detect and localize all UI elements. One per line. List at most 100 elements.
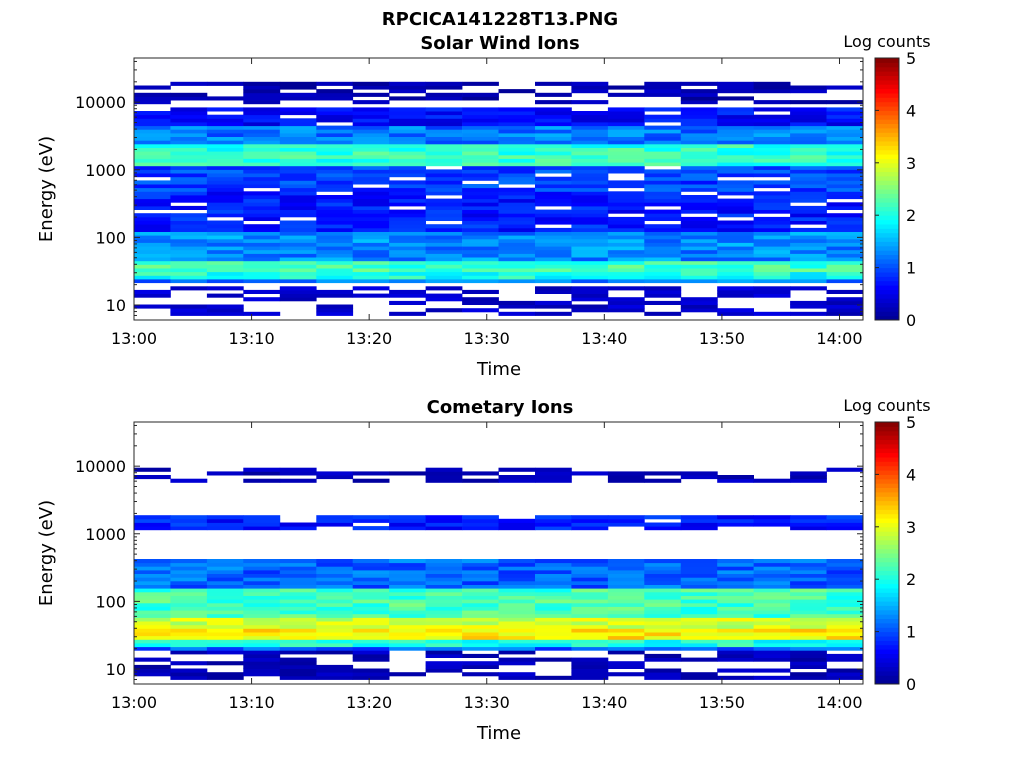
heatmap-cell	[134, 246, 171, 251]
heatmap-cell	[352, 471, 390, 476]
heatmap-cell	[352, 591, 390, 596]
heatmap-cell	[826, 591, 864, 596]
heatmap-cell	[316, 151, 354, 156]
heatmap-cell	[607, 580, 645, 585]
heatmap-cell	[680, 184, 718, 189]
heatmap-cell	[206, 231, 244, 236]
heatmap-cell	[243, 668, 281, 673]
heatmap-cell	[535, 235, 572, 240]
heatmap-cell	[170, 162, 208, 167]
heatmap-cell	[498, 661, 536, 666]
colorbar-swatch	[875, 653, 899, 659]
heatmap-cell	[717, 231, 754, 236]
heatmap-cell	[206, 650, 244, 655]
heatmap-cell	[498, 467, 536, 472]
heatmap-cell	[389, 279, 426, 284]
heatmap-cell	[826, 289, 864, 294]
heatmap-cell	[826, 588, 864, 593]
heatmap-cell	[571, 591, 609, 596]
heatmap-cell	[826, 195, 864, 200]
heatmap-cell	[717, 635, 754, 640]
heatmap-cell	[826, 231, 864, 236]
heatmap-cell	[571, 566, 609, 571]
heatmap-cell	[462, 271, 499, 276]
heatmap-cell	[607, 308, 645, 313]
heatmap-cell	[826, 300, 864, 305]
heatmap-cell	[389, 89, 426, 94]
heatmap-cell	[680, 180, 718, 185]
colorbar-swatch	[875, 184, 899, 190]
heatmap-cell	[535, 151, 572, 156]
colorbar-swatch	[875, 71, 899, 76]
heatmap-cell	[607, 628, 645, 633]
heatmap-cell	[206, 140, 244, 145]
heatmap-cell	[425, 132, 463, 137]
heatmap-cell	[389, 249, 426, 254]
heatmap-cell	[425, 569, 463, 574]
heatmap-cell	[680, 471, 718, 476]
heatmap-cell	[717, 96, 754, 101]
heatmap-cell	[571, 595, 609, 600]
heatmap-cell	[243, 646, 281, 651]
heatmap-cell	[717, 260, 754, 265]
colorbar-swatch	[875, 267, 899, 273]
heatmap-cell	[498, 253, 536, 258]
heatmap-cell	[571, 187, 609, 192]
heatmap-cell	[644, 125, 682, 130]
heatmap-cell	[571, 573, 609, 578]
heatmap-cell	[680, 235, 718, 240]
colorbar-tick-label: 4	[906, 101, 916, 120]
heatmap-cell	[206, 249, 244, 254]
heatmap-cell	[425, 599, 463, 604]
heatmap-cell	[462, 224, 499, 229]
heatmap-cell	[826, 154, 864, 159]
heatmap-cell	[352, 275, 390, 280]
heatmap-cell	[717, 621, 754, 626]
heatmap-cell	[352, 566, 390, 571]
heatmap-cell	[170, 238, 208, 243]
heatmap-cell	[352, 92, 390, 97]
heatmap-cell	[753, 675, 791, 680]
heatmap-cell	[425, 562, 463, 567]
heatmap-cell	[462, 526, 499, 531]
heatmap-cell	[717, 632, 754, 637]
heatmap-cell	[134, 559, 171, 564]
heatmap-cell	[352, 100, 390, 105]
heatmap-cell	[279, 643, 317, 648]
heatmap-cell	[535, 132, 572, 137]
heatmap-cell	[498, 304, 536, 309]
heatmap-cell	[243, 85, 281, 90]
heatmap-cell	[352, 187, 390, 192]
heatmap-cell	[753, 606, 791, 611]
heatmap-cell	[389, 522, 426, 527]
heatmap-cell	[535, 118, 572, 123]
heatmap-cell	[535, 562, 572, 567]
heatmap-cell	[279, 613, 317, 618]
heatmap-cell	[607, 129, 645, 134]
heatmap-cell	[243, 213, 281, 218]
heatmap-cell	[790, 195, 827, 200]
heatmap-cell	[498, 613, 536, 618]
heatmap-cell	[535, 610, 572, 615]
colorbar-swatch	[875, 215, 899, 221]
heatmap-cell	[170, 176, 208, 181]
colorbar-swatch	[875, 106, 899, 111]
heatmap-cell	[826, 646, 864, 651]
heatmap-cell	[644, 89, 682, 94]
heatmap-cell	[352, 653, 390, 658]
heatmap-cell	[316, 617, 354, 622]
colorbar-tick-label: 5	[906, 413, 916, 432]
heatmap-cell	[316, 81, 354, 86]
heatmap-cell	[571, 238, 609, 243]
colorbar-swatch	[875, 237, 899, 242]
heatmap-cell	[425, 257, 463, 262]
colorbar-swatch	[875, 448, 899, 454]
heatmap-cell	[206, 632, 244, 637]
heatmap-cell	[680, 92, 718, 97]
heatmap-cell	[389, 162, 426, 167]
heatmap-cell	[389, 85, 426, 90]
heatmap-cell	[352, 639, 390, 644]
heatmap-cell	[790, 650, 827, 655]
heatmap-cell	[389, 518, 426, 523]
